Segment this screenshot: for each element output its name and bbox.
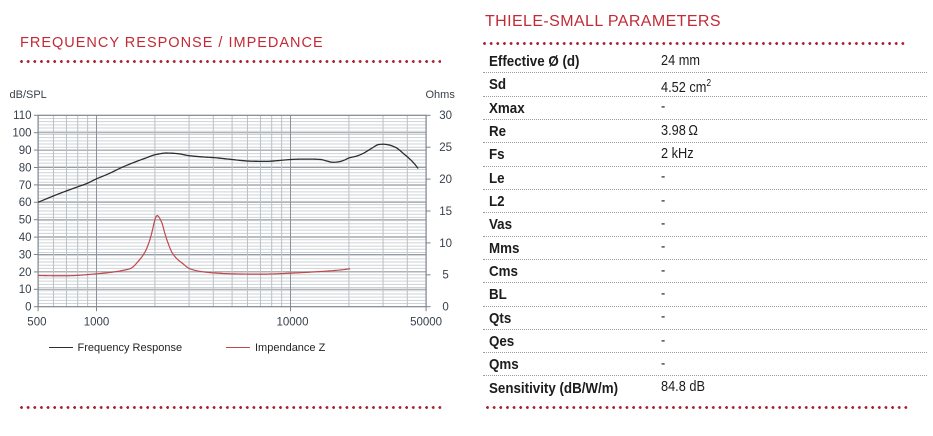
- svg-text:40: 40: [19, 232, 32, 244]
- svg-text:70: 70: [19, 180, 32, 192]
- svg-text:30: 30: [19, 249, 32, 261]
- svg-text:5: 5: [442, 270, 448, 282]
- svg-text:25: 25: [439, 142, 452, 154]
- svg-text:10: 10: [439, 238, 452, 250]
- svg-text:60: 60: [19, 197, 32, 209]
- svg-text:500: 500: [27, 317, 46, 329]
- svg-text:30: 30: [439, 110, 452, 122]
- svg-text:50: 50: [19, 215, 32, 227]
- svg-text:110: 110: [13, 110, 31, 122]
- svg-text:90: 90: [19, 145, 32, 157]
- svg-text:1000: 1000: [84, 317, 110, 329]
- svg-text:10: 10: [19, 284, 32, 296]
- svg-text:15: 15: [439, 206, 452, 218]
- svg-text:20: 20: [19, 267, 32, 279]
- svg-text:0: 0: [25, 302, 31, 314]
- svg-text:0: 0: [442, 302, 448, 314]
- svg-text:80: 80: [19, 162, 32, 174]
- svg-text:20: 20: [439, 174, 452, 186]
- svg-text:100: 100: [12, 128, 31, 140]
- svg-text:50000: 50000: [410, 317, 442, 329]
- svg-text:10000: 10000: [277, 317, 309, 329]
